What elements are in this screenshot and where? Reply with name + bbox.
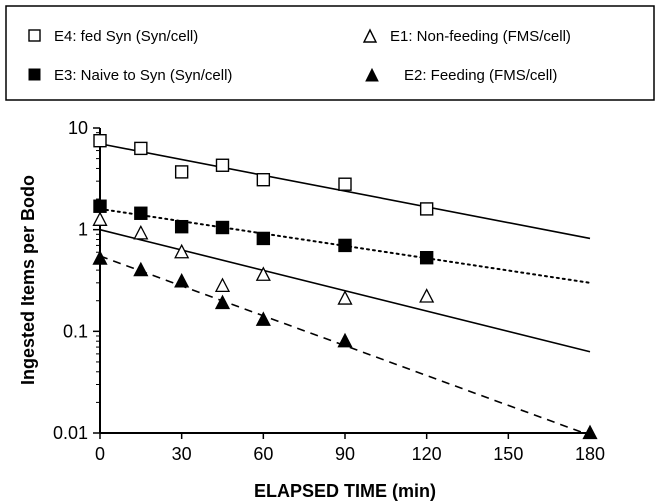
- data-point-series-3: [582, 424, 598, 440]
- legend-frame: [5, 5, 655, 101]
- data-point-series-2: [338, 238, 352, 253]
- x-tick-label: 0: [95, 444, 105, 464]
- legend-label-e4: E4: fed Syn (Syn/cell): [54, 28, 198, 45]
- x-tick-label: 90: [335, 444, 355, 464]
- data-point-series-0: [256, 173, 271, 187]
- data-point-series-1: [92, 211, 108, 226]
- data-point-series-0: [338, 177, 352, 191]
- data-points: [92, 134, 598, 440]
- data-point-series-2: [256, 231, 271, 246]
- y-tick-label: 0.1: [63, 321, 88, 341]
- data-point-series-0: [419, 202, 434, 216]
- data-point-series-1: [174, 243, 190, 259]
- data-point-series-2: [419, 250, 434, 265]
- legend-item-e4: E4: fed Syn (Syn/cell): [28, 28, 198, 45]
- legend-label-e2: E2: Feeding (FMS/cell): [404, 67, 557, 84]
- legend-marker-filled-triangle: [365, 67, 379, 82]
- data-point-series-3: [337, 332, 353, 348]
- y-ticks: 0.01 0.1 1 10: [53, 118, 100, 443]
- data-point-series-3: [133, 261, 149, 277]
- legend-marker-open-square: [28, 29, 41, 42]
- data-point-series-2: [215, 220, 230, 235]
- y-tick-label: 10: [68, 118, 88, 138]
- x-ticks: 0 30 60 90 120 150 180: [95, 433, 605, 464]
- data-point-series-3: [92, 250, 108, 265]
- x-tick-label: 180: [575, 444, 605, 464]
- x-axis-title: ELAPSED TIME (min): [254, 481, 436, 501]
- data-point-series-3: [174, 272, 190, 288]
- data-point-series-0: [174, 165, 189, 179]
- fit-line-series-0: [99, 142, 591, 240]
- data-point-series-0: [215, 158, 230, 172]
- data-point-series-1: [133, 224, 149, 240]
- x-tick-label: 30: [172, 444, 192, 464]
- legend-marker-filled-square: [28, 68, 41, 81]
- data-point-series-1: [337, 290, 353, 305]
- legend-label-e1: E1: Non-feeding (FMS/cell): [390, 28, 571, 45]
- x-tick-label: 150: [493, 444, 523, 464]
- data-point-series-1: [255, 266, 271, 281]
- y-axis-title: Ingested Items per Bodo: [18, 175, 38, 385]
- data-point-series-0: [93, 134, 107, 148]
- data-point-series-3: [255, 311, 271, 326]
- data-point-series-1: [214, 277, 231, 293]
- x-tick-label: 120: [412, 444, 442, 464]
- legend-label-e3: E3: Naive to Syn (Syn/cell): [54, 67, 232, 84]
- data-point-series-3: [214, 294, 231, 310]
- legend-item-e3: E3: Naive to Syn (Syn/cell): [28, 67, 232, 84]
- data-point-series-2: [93, 199, 107, 213]
- legend-marker-open-triangle: [362, 28, 378, 43]
- y-tick-label: 1: [78, 220, 88, 240]
- legend: E4: fed Syn (Syn/cell) E1: Non-feeding (…: [5, 5, 655, 101]
- plot-area: 0 30 60 90 120 150 180 0.01 0.1 1 10: [53, 118, 605, 464]
- data-point-series-0: [134, 141, 148, 156]
- x-tick-label: 60: [253, 444, 273, 464]
- data-point-series-2: [174, 219, 189, 234]
- legend-item-e1: E1: Non-feeding (FMS/cell): [362, 28, 571, 45]
- data-point-series-1: [419, 288, 435, 303]
- data-point-series-2: [134, 206, 148, 220]
- y-tick-label: 0.01: [53, 423, 88, 443]
- legend-item-e2: E2: Feeding (FMS/cell): [365, 67, 557, 84]
